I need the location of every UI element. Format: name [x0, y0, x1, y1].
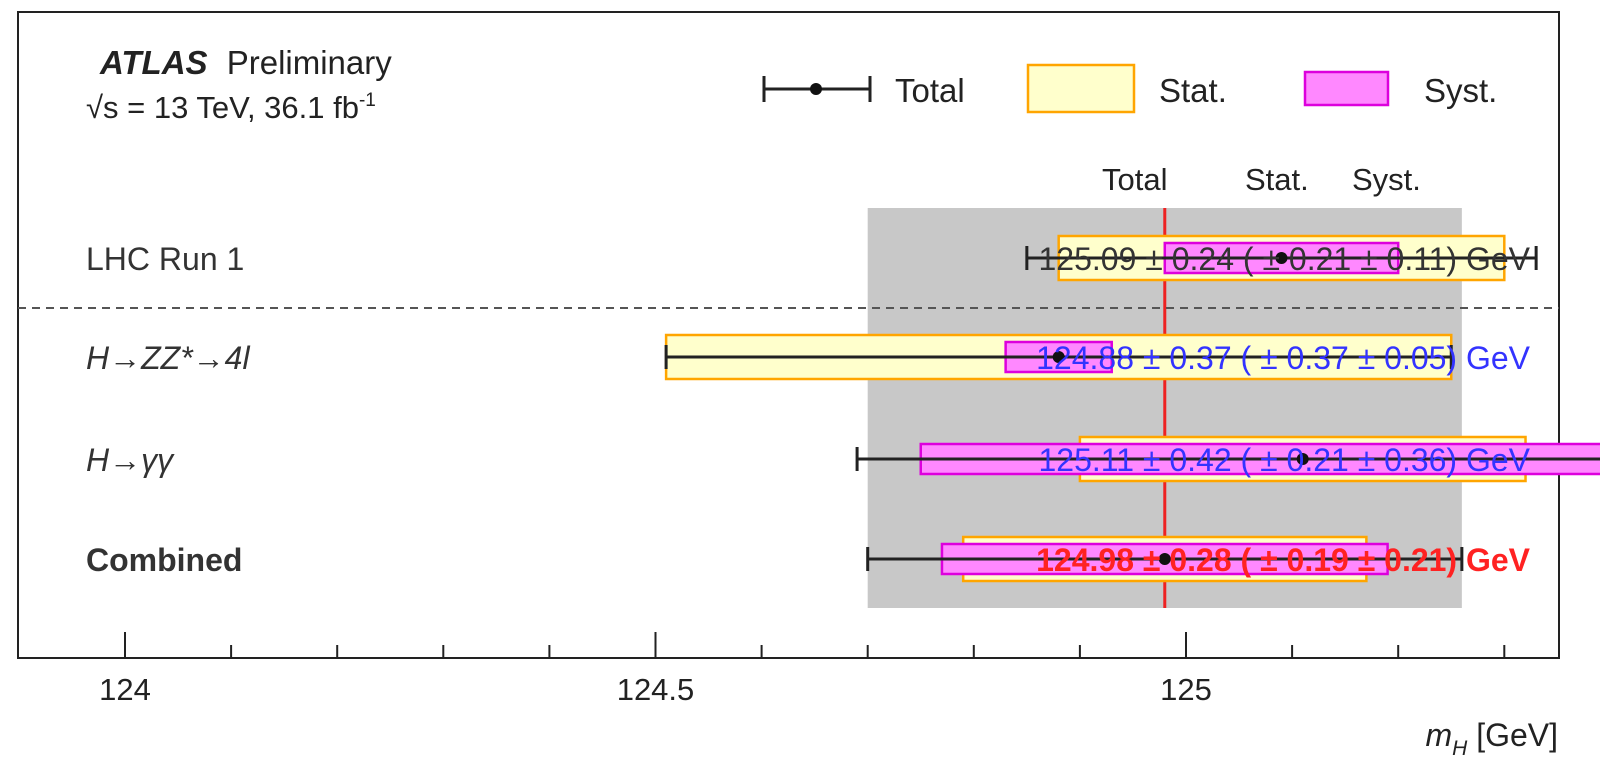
experiment-label: ATLAS	[99, 44, 208, 81]
column-header-stat: Stat.	[1245, 162, 1309, 197]
energy-lumi-label: √s = 13 TeV, 36.1 fb-1	[86, 90, 376, 125]
legend: Total Stat. Syst.	[762, 63, 1497, 114]
column-header-syst: Syst.	[1352, 162, 1421, 197]
column-header-total: Total	[1102, 162, 1167, 197]
row-value-run1: 125.09 ± 0.24 ( ± 0.21 ± 0.11) GeV	[1039, 241, 1531, 277]
legend-total-label: Total	[895, 72, 965, 109]
row-value-zz4l: 124.88 ± 0.37 ( ± 0.37 ± 0.05) GeV	[1036, 340, 1531, 376]
status-label: Preliminary	[227, 44, 393, 81]
plot-frame	[17, 11, 1560, 659]
tick-label: 124	[99, 672, 151, 707]
central-value-marker-zz4l	[1052, 351, 1065, 363]
row-label-gamgam: H→γγ	[86, 442, 175, 478]
legend-syst-label: Syst.	[1424, 72, 1497, 109]
legend-stat-swatch	[1026, 63, 1136, 114]
row-combined: Combined 124.98 ± 0.28 ( ± 0.19 ± 0.21) G…	[86, 535, 1531, 583]
central-value-marker-run1	[1275, 252, 1288, 264]
tick-label: 124.5	[617, 672, 695, 707]
row-label-combined: Combined	[86, 542, 242, 578]
svg-text:ATLAS Preliminary: ATLAS Preliminary	[99, 44, 392, 81]
row-gamgam: H→γγ 125.11 ± 0.42 ( ± 0.21 ± 0.36) GeV	[86, 435, 1600, 483]
legend-syst-swatch	[1303, 70, 1390, 107]
tick-label: 125	[1160, 672, 1212, 707]
row-value-combined: 124.98 ± 0.28 ( ± 0.19 ± 0.21) GeV	[1036, 542, 1531, 578]
row-label-run1: LHC Run 1	[86, 241, 244, 277]
central-value-marker-gamgam	[1296, 453, 1309, 465]
legend-stat-label: Stat.	[1159, 72, 1227, 109]
legend-total-marker	[810, 83, 822, 95]
row-value-gamgam: 125.11 ± 0.42 ( ± 0.21 ± 0.36) GeV	[1039, 442, 1531, 478]
row-label-zz4l: H→ZZ*→4l	[86, 340, 250, 376]
row-zz4l: H→ZZ*→4l 124.88 ± 0.37 ( ± 0.37 ± 0.05) G…	[86, 333, 1531, 381]
central-value-marker-combined	[1158, 553, 1171, 565]
x-axis-title: mH [GeV]	[1425, 717, 1558, 760]
row-run1: LHC Run 1 125.09 ± 0.24 ( ± 0.21 ± 0.11) …	[86, 234, 1538, 282]
